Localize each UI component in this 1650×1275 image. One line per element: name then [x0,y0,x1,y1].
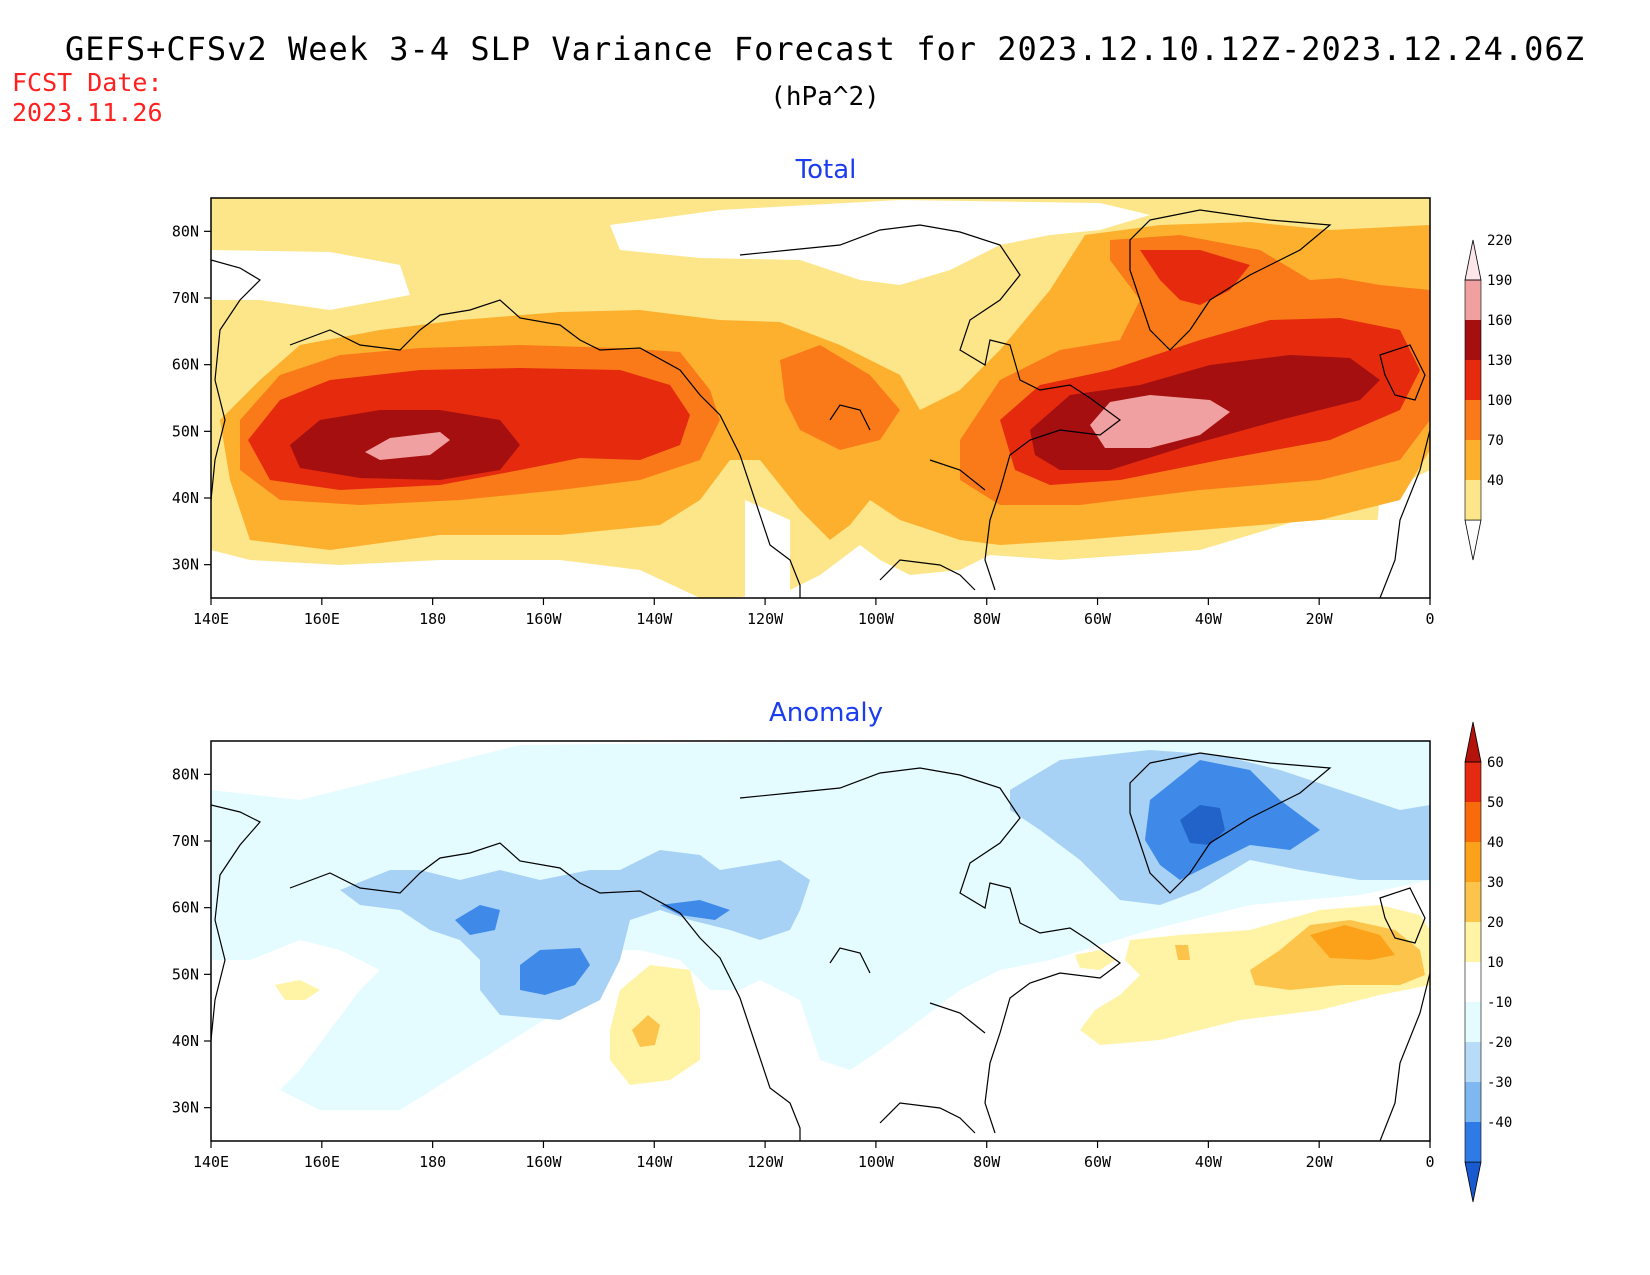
total-x-tick-label: 140E [193,610,229,628]
anomaly-colorbar-label: 60 [1487,755,1504,771]
total-y-tick-label: 30N [172,556,199,574]
anomaly-colorbar-label: 50 [1487,795,1504,811]
main-title: GEFS+CFSv2 Week 3-4 SLP Variance Forecas… [65,30,1585,68]
forecast-date-value: 2023.11.26 [12,98,163,127]
total-colorbar-label: 130 [1487,353,1512,369]
anomaly-colorbar-label: 20 [1487,915,1504,931]
anomaly-colorbar-segment [1465,882,1481,922]
total-colorbar-label: 40 [1487,473,1504,489]
anomaly-panel: Anomaly [210,698,1431,1142]
anomaly-y-tick-label: 40N [172,1032,199,1050]
anomaly-colorbar-high-arrow [1464,721,1482,763]
total-x-tick-label: 160E [304,610,340,628]
anomaly-colorbar-label: 30 [1487,875,1504,891]
total-colorbar-segment [1465,360,1481,400]
anomaly-field [211,741,1430,1141]
total-colorbar-label: 190 [1487,273,1512,289]
units-label: (hPa^2) [770,82,880,112]
anomaly-y-tick-label: 30N [172,1099,199,1117]
anomaly-contour-neg20 [340,850,810,1020]
anomaly-colorbar-label: -20 [1487,1035,1512,1051]
anomaly-axes: 140E 160E 180 160W 140W 120W 100W 80W 60W 40W 20W 0… [172,765,1435,1171]
anomaly-colorbar-segment [1465,1002,1481,1042]
total-colorbar-label: 100 [1487,393,1512,409]
anomaly-x-tick-label: 120W [747,1153,784,1171]
anomaly-x-tick-label: 60W [1084,1153,1112,1171]
anomaly-x-tick-label: 0 [1425,1153,1434,1171]
anomaly-colorbar: -40 -30 -20 -10 10 20 30 40 50 60 [1464,721,1512,1203]
anomaly-colorbar-segment [1465,1082,1481,1122]
anomaly-y-tick-label: 80N [172,765,199,783]
anomaly-colorbar-label: -40 [1487,1115,1512,1131]
total-field [211,198,1430,598]
anomaly-x-tick-label: 160W [525,1153,562,1171]
anomaly-x-tick-label: 140W [636,1153,673,1171]
total-colorbar-outline [1464,279,1482,521]
anomaly-colorbar-segment [1465,1042,1481,1082]
total-panel: Total [210,155,1431,599]
anomaly-x-tick-label: 20W [1306,1153,1334,1171]
total-x-tick-label: 0 [1425,610,1434,628]
anomaly-colorbar-label: 10 [1487,955,1504,971]
total-y-tick-label: 80N [172,222,199,240]
total-x-tick-label: 80W [973,610,1001,628]
anomaly-colorbar-segment [1465,802,1481,842]
anomaly-coastlines [211,752,1430,1141]
total-contour-190 [365,432,450,460]
total-x-tick-label: 40W [1195,610,1223,628]
total-colorbar-segment [1465,400,1481,440]
anomaly-frame [210,740,1431,1142]
total-colorbar-segment [1465,480,1481,520]
anomaly-colorbar-segment [1465,1122,1481,1162]
anomaly-panel-title: Anomaly [769,698,883,728]
total-colorbar-segment [1465,280,1481,320]
total-y-tick-label: 40N [172,489,199,507]
anomaly-x-tick-label: 180 [419,1153,446,1171]
total-x-tick-label: 100W [858,610,895,628]
anomaly-x-tick-label: 100W [858,1153,895,1171]
total-colorbar-segment [1465,440,1481,480]
total-colorbar: 40 70 100 130 160 190 220 [1464,233,1512,561]
anomaly-colorbar-segment [1465,962,1481,1002]
anomaly-colorbar-label: -10 [1487,995,1512,1011]
total-panel-title: Total [795,155,857,185]
anomaly-y-tick-label: 50N [172,965,199,983]
total-axes: 140E 160E 180 160W 140W 120W 100W 80W 60W 40W 20W 0… [172,222,1435,628]
total-x-tick-label: 140W [636,610,673,628]
anomaly-colorbar-segment [1465,842,1481,882]
anomaly-colorbar-low-arrow [1464,1161,1482,1203]
anomaly-y-tick-label: 60N [172,899,199,917]
forecast-date-label: FCST Date: [12,68,163,97]
total-frame [210,197,1431,599]
total-y-tick-label: 60N [172,356,199,374]
forecast-date: FCST Date: 2023.11.26 [12,68,163,128]
anomaly-x-tick-label: 140E [193,1153,229,1171]
total-x-tick-label: 180 [419,610,446,628]
anomaly-colorbar-segment [1465,922,1481,962]
total-colorbar-low-arrow [1464,519,1482,561]
total-y-tick-label: 70N [172,289,199,307]
anomaly-contour-neg30 [455,905,500,935]
total-coastlines [211,209,1430,598]
total-colorbar-label: 220 [1487,233,1512,249]
anomaly-colorbar-outline [1464,761,1482,1163]
total-colorbar-segment [1465,320,1481,360]
anomaly-colorbar-label: -30 [1487,1075,1512,1091]
anomaly-x-tick-label: 80W [973,1153,1001,1171]
anomaly-x-tick-label: 160E [304,1153,340,1171]
anomaly-x-tick-label: 40W [1195,1153,1223,1171]
total-x-tick-label: 60W [1084,610,1112,628]
anomaly-colorbar-label: 40 [1487,835,1504,851]
total-colorbar-label: 160 [1487,313,1512,329]
total-x-tick-label: 20W [1306,610,1334,628]
total-y-tick-label: 50N [172,422,199,440]
anomaly-y-tick-label: 70N [172,832,199,850]
total-colorbar-high-arrow [1464,239,1482,281]
total-colorbar-label: 70 [1487,433,1504,449]
anomaly-colorbar-segment [1465,762,1481,802]
total-x-tick-label: 120W [747,610,784,628]
total-x-tick-label: 160W [525,610,562,628]
